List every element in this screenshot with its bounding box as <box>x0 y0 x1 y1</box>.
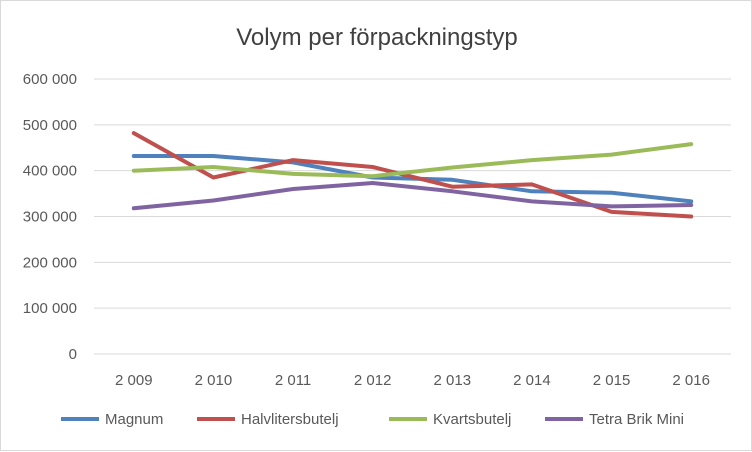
y-tick-label: 600 000 <box>23 71 77 88</box>
x-tick-label: 2 011 <box>275 372 311 389</box>
series-lines <box>134 133 691 216</box>
y-tick-label: 100 000 <box>23 300 77 317</box>
legend: Magnum Halvlitersbutelj Kvartsbutelj Tetra … <box>61 411 684 428</box>
chart-title: Volym per förpackningstyp <box>236 24 517 51</box>
legend-item-magnum: Magnum <box>61 411 163 428</box>
x-tick-label: 2 013 <box>434 372 472 389</box>
x-tick-label: 2 014 <box>513 372 551 389</box>
legend-label: Kvartsbutelj <box>433 411 511 428</box>
y-tick-label: 500 000 <box>23 117 77 134</box>
legend-label: Tetra Brik Mini <box>589 411 684 428</box>
x-tick-label: 2 010 <box>195 372 233 389</box>
x-axis-tick-labels: 2 009 2 010 2 011 2 012 2 013 2 014 2 015 2 016 <box>115 372 710 389</box>
y-tick-label: 0 <box>69 346 77 363</box>
legend-item-tetra-brik-mini: Tetra Brik Mini <box>545 411 684 428</box>
series-line-halvlitersbutelj <box>134 133 691 216</box>
gridlines <box>94 79 731 354</box>
legend-item-halvlitersbutelj: Halvlitersbutelj <box>197 411 339 428</box>
x-tick-label: 2 012 <box>354 372 392 389</box>
y-axis-tick-labels: 0 100 000 200 000 300 000 400 000 500 000 600 … <box>23 71 77 363</box>
legend-label: Magnum <box>105 411 163 428</box>
series-line-tetra-brik-mini <box>134 183 691 208</box>
x-tick-label: 2 009 <box>115 372 153 389</box>
legend-item-kvartsbutelj: Kvartsbutelj <box>389 411 511 428</box>
series-line-kvartsbutelj <box>134 144 691 176</box>
y-tick-label: 400 000 <box>23 163 77 180</box>
y-tick-label: 300 000 <box>23 209 77 226</box>
x-tick-label: 2 016 <box>672 372 710 389</box>
y-tick-label: 200 000 <box>23 254 77 271</box>
legend-label: Halvlitersbutelj <box>241 411 339 428</box>
x-tick-label: 2 015 <box>593 372 631 389</box>
